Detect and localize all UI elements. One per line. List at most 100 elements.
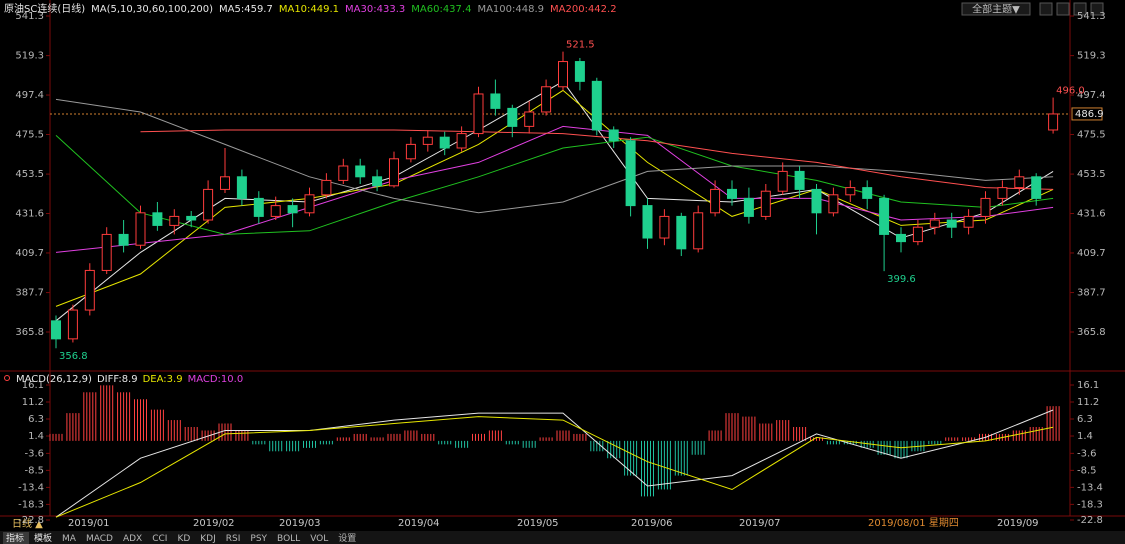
y-tick-label: 6.3: [1077, 414, 1093, 425]
ma-line: [55, 416, 1054, 518]
annotation: 521.5: [566, 40, 595, 51]
tab[interactable]: [335, 532, 362, 544]
tab-label[interactable]: PSY: [250, 534, 267, 544]
candle-body: [558, 61, 568, 88]
date-label: 2019/08/01 星期四: [868, 517, 959, 529]
header-text: MA30:433.3: [345, 4, 405, 15]
macd-header: MACD(26,12,9): [16, 374, 92, 385]
candle-body: [236, 176, 247, 199]
y-tick-label: -18.3: [1077, 499, 1103, 510]
tab-label[interactable]: RSI: [226, 534, 241, 544]
candle-body: [67, 309, 78, 340]
macd-header: DIFF:8.9: [97, 374, 138, 385]
theme-button-label[interactable]: 全部主题▼: [972, 3, 1020, 16]
header-text: MA100:448.9: [477, 4, 544, 15]
y-tick-label: 387.7: [15, 288, 44, 299]
tab[interactable]: [119, 532, 148, 544]
y-tick-label: 11.2: [1077, 397, 1099, 408]
y-tick-label: -3.6: [1077, 448, 1097, 459]
tab[interactable]: [307, 532, 334, 544]
y-tick-label: 365.8: [15, 327, 44, 338]
y-tick-label: 16.1: [22, 380, 44, 391]
y-tick-label: 475.5: [15, 129, 44, 140]
tab-label[interactable]: VOL: [310, 534, 328, 544]
last-price-box: [1071, 107, 1103, 121]
candle-body: [422, 136, 433, 145]
y-tick-label: 475.5: [1077, 129, 1106, 140]
candle-body: [304, 194, 315, 214]
candle-body: [642, 205, 653, 239]
tab-label[interactable]: ADX: [123, 534, 142, 544]
tab-label[interactable]: 指标: [6, 532, 24, 544]
candle-body: [338, 165, 349, 181]
candle-body: [963, 215, 974, 228]
theme-button[interactable]: [961, 2, 1031, 16]
ma-line: [140, 129, 1054, 190]
tab-label[interactable]: BOLL: [277, 534, 300, 544]
header-text: MA(5,10,30,60,100,200): [91, 4, 213, 15]
tab-label[interactable]: CCI: [152, 534, 167, 544]
ma-line: [55, 409, 1054, 518]
candle-body: [118, 233, 129, 246]
window-button[interactable]: [1056, 2, 1070, 16]
tab-label[interactable]: KDJ: [200, 534, 216, 544]
y-tick-label: -13.4: [18, 482, 44, 493]
tab-label[interactable]: MA: [62, 534, 77, 544]
tab-label[interactable]: 模板: [34, 532, 52, 544]
header-text: MA60:437.4: [411, 4, 471, 15]
candle-body: [524, 111, 535, 127]
tab-label[interactable]: 设置: [338, 533, 356, 544]
candle-body: [980, 197, 991, 217]
candle-body: [321, 179, 332, 196]
window-button[interactable]: [1039, 2, 1053, 16]
candle-body: [287, 205, 298, 214]
ma-line: [55, 89, 1054, 307]
candle-body: [760, 190, 771, 217]
tab[interactable]: [247, 532, 273, 544]
tab[interactable]: [3, 532, 30, 544]
tab[interactable]: [197, 532, 221, 544]
header-text: 原油SC连续(日线): [4, 2, 85, 15]
header-text: MA10:449.1: [279, 4, 339, 15]
candle-body: [591, 80, 602, 131]
candle-body: [912, 226, 923, 243]
y-tick-label: 409.7: [15, 248, 44, 259]
y-tick-label: 541.3: [1077, 11, 1106, 22]
candle-body: [490, 93, 501, 109]
date-label: 2019/09: [997, 518, 1039, 529]
candle-body: [1048, 113, 1059, 131]
candle-body: [828, 194, 839, 214]
tab[interactable]: [174, 532, 196, 544]
y-tick-label: 1.4: [1077, 431, 1093, 442]
candle-body: [51, 320, 61, 340]
y-tick-label: 541.3: [15, 11, 44, 22]
y-tick-label: 387.7: [1077, 288, 1106, 299]
period-label[interactable]: 日线 ▲: [12, 517, 43, 530]
candle-body: [693, 212, 704, 250]
tab[interactable]: [149, 532, 173, 544]
candle-body: [507, 107, 518, 127]
candle-body: [1014, 176, 1025, 189]
candle-body: [929, 219, 940, 228]
y-tick-label: 11.2: [22, 397, 44, 408]
date-label: 2019/02: [193, 518, 235, 529]
tab[interactable]: [31, 532, 58, 544]
candle-body: [659, 215, 670, 239]
tab-label[interactable]: MACD: [86, 534, 113, 544]
date-label: 2019/04: [398, 518, 440, 529]
tab-label[interactable]: KD: [177, 534, 190, 544]
tab[interactable]: [82, 532, 118, 544]
date-label: 2019/06: [631, 518, 673, 529]
candle-body: [473, 93, 484, 135]
window-button[interactable]: [1073, 2, 1087, 16]
tab[interactable]: [59, 532, 81, 544]
candle-body: [710, 188, 721, 214]
window-button[interactable]: [1090, 2, 1104, 16]
tab[interactable]: [274, 532, 306, 544]
candle-body: [862, 187, 873, 199]
macd-header: MACD:10.0: [188, 374, 244, 385]
candle-body: [727, 188, 737, 199]
macd-header: DEA:3.9: [143, 374, 183, 385]
tab[interactable]: [222, 532, 246, 544]
